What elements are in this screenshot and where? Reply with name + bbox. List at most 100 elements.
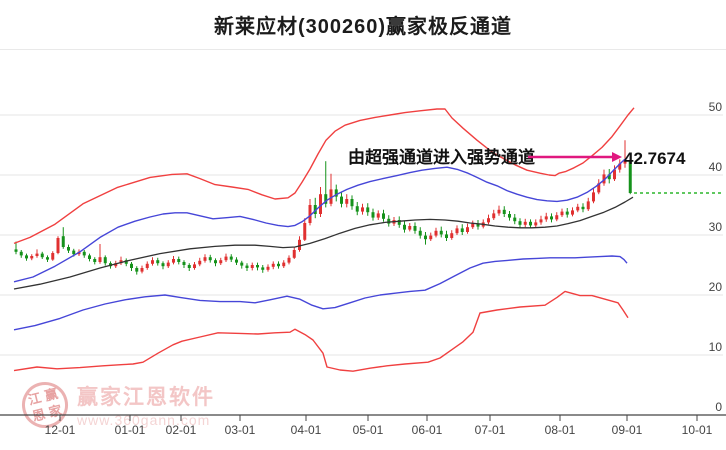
- candle-body: [224, 256, 228, 261]
- x-tick-label: 04-01: [291, 423, 322, 437]
- candle-body: [340, 196, 343, 204]
- candle-body: [403, 224, 406, 230]
- candle-body: [376, 213, 380, 218]
- title-bar: 新莱应材(300260)赢家极反通道: [0, 0, 726, 50]
- candle-body: [492, 213, 496, 219]
- candle-body: [271, 263, 275, 267]
- y-tick-label: 20: [709, 280, 723, 294]
- candle-body: [418, 230, 422, 236]
- candle-body: [460, 228, 464, 232]
- channel-line-lower-inner-blue: [13, 255, 628, 331]
- candle-body: [119, 260, 123, 264]
- candle-body: [455, 228, 459, 234]
- y-tick-label: 40: [709, 160, 723, 174]
- channel-line-upper-inner-blue: [13, 157, 628, 283]
- candle-body: [602, 174, 606, 184]
- x-tick-label: 08-01: [545, 423, 576, 437]
- y-tick-label: 10: [709, 340, 723, 354]
- candle-body: [214, 260, 217, 264]
- candle-body: [623, 160, 627, 164]
- price-label: 42.7674: [624, 149, 686, 168]
- candle-body: [35, 253, 39, 256]
- candle-body: [203, 257, 207, 261]
- candle-body: [413, 226, 417, 231]
- candle-body: [156, 260, 160, 264]
- candle-body: [282, 262, 286, 267]
- candle-body: [576, 206, 580, 211]
- candle-body: [550, 216, 553, 220]
- candle-body: [581, 206, 585, 210]
- candle-body: [177, 259, 181, 262]
- y-tick-label: 50: [709, 100, 723, 114]
- candle-body: [229, 256, 233, 260]
- candle-body: [145, 263, 149, 268]
- candle-body: [434, 230, 438, 236]
- candle-body: [450, 233, 454, 238]
- x-tick-label: 12-01: [45, 423, 76, 437]
- candle-body: [187, 265, 191, 268]
- channel-line-lower-outer-red: [13, 290, 629, 372]
- candle-body: [235, 259, 238, 263]
- x-tick-label: 09-01: [612, 423, 643, 437]
- candle-body: [329, 189, 333, 204]
- candle-body: [607, 174, 611, 180]
- channel-line-upper-outer-red: [13, 107, 635, 245]
- candle-body: [140, 268, 144, 272]
- candle-body: [182, 262, 186, 265]
- candle-body: [193, 264, 196, 268]
- candle-body: [355, 206, 359, 212]
- candle-body: [324, 194, 328, 204]
- candle-body: [82, 251, 86, 256]
- candle-body: [51, 253, 55, 260]
- candle-body: [408, 226, 412, 230]
- candle-body: [240, 262, 244, 266]
- candle-body: [439, 230, 443, 235]
- candle-body: [98, 257, 102, 262]
- candle-body: [172, 259, 175, 263]
- candle-body: [539, 219, 543, 223]
- candle-body: [361, 207, 364, 212]
- watermark-url: www.360gann.com: [77, 412, 211, 428]
- candle-body: [19, 251, 23, 256]
- candle-body: [30, 256, 34, 259]
- candle-body: [618, 163, 622, 170]
- candle-body: [250, 265, 254, 268]
- candle-body: [555, 215, 559, 220]
- candle-body: [208, 257, 212, 261]
- candle-body: [14, 249, 18, 252]
- x-tick-label: 01-01: [115, 423, 146, 437]
- candle-body: [387, 218, 391, 224]
- candle-body: [261, 267, 265, 270]
- candle-body: [628, 160, 632, 193]
- channel-line-middle-black: [13, 196, 634, 290]
- candle-body: [565, 211, 569, 215]
- x-tick-label: 02-01: [166, 423, 197, 437]
- candle-body: [25, 255, 28, 259]
- candle-body: [613, 169, 616, 180]
- annotation-text: 由超强通道进入强势通道: [348, 147, 535, 167]
- candle-body: [46, 257, 49, 260]
- candle-body: [298, 239, 301, 250]
- x-tick-label: 10-01: [682, 423, 713, 437]
- candle-body: [382, 213, 385, 219]
- candle-body: [513, 217, 517, 222]
- candle-body: [72, 250, 76, 255]
- candle-body: [497, 209, 501, 214]
- candle-body: [256, 265, 259, 268]
- y-tick-label: 0: [715, 400, 722, 414]
- candle-body: [166, 262, 170, 267]
- candle-body: [287, 257, 291, 263]
- x-tick-label: 07-01: [475, 423, 506, 437]
- candle-body: [466, 227, 469, 232]
- candle-body: [429, 235, 433, 240]
- x-tick-label: 03-01: [225, 423, 256, 437]
- candle-body: [445, 234, 448, 238]
- candle-body: [198, 260, 202, 265]
- candle-body: [508, 214, 511, 218]
- x-tick-label: 05-01: [353, 423, 384, 437]
- watermark: 江 赢 恩 家 赢家江恩软件 www.360gann.com: [17, 376, 215, 433]
- candle-body: [597, 183, 601, 193]
- candle-body: [88, 255, 91, 259]
- candle-body: [103, 257, 107, 264]
